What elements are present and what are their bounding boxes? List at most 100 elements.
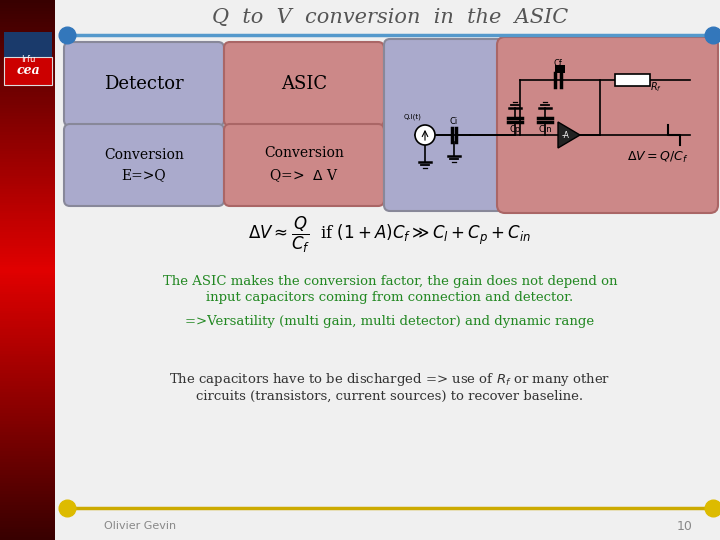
Bar — [0, 402, 55, 405]
Text: Cf: Cf — [554, 59, 562, 68]
Bar — [0, 410, 55, 413]
Bar — [4, 57, 52, 85]
Text: $\Delta V \approx \dfrac{Q}{C_f}$  if $(1+A)C_f \gg C_l + C_p + C_{in}$: $\Delta V \approx \dfrac{Q}{C_f}$ if $(1… — [248, 215, 531, 255]
Bar — [0, 288, 55, 292]
Bar — [0, 43, 55, 46]
Bar — [0, 70, 55, 73]
Bar — [0, 415, 55, 418]
Bar — [0, 431, 55, 435]
Bar — [0, 531, 55, 535]
Text: Olivier Gevin: Olivier Gevin — [104, 521, 176, 531]
Bar — [0, 348, 55, 351]
Bar — [0, 494, 55, 497]
Bar — [0, 377, 55, 381]
Bar — [0, 86, 55, 89]
Bar — [0, 375, 55, 378]
Bar — [0, 191, 55, 194]
Text: Q.I(t): Q.I(t) — [404, 113, 422, 119]
Bar — [0, 302, 55, 305]
Bar — [0, 89, 55, 92]
Bar — [0, 183, 55, 186]
Bar — [0, 521, 55, 524]
Bar — [0, 445, 55, 448]
Bar — [0, 161, 55, 165]
Bar — [0, 213, 55, 216]
Bar — [0, 224, 55, 227]
Bar — [0, 199, 55, 202]
Bar — [0, 80, 55, 84]
Bar — [0, 237, 55, 240]
Bar — [0, 256, 55, 259]
Bar — [0, 172, 55, 176]
Bar — [0, 13, 55, 16]
Bar — [0, 394, 55, 397]
Bar — [0, 215, 55, 219]
Bar — [0, 345, 55, 348]
Text: Irfu: Irfu — [21, 56, 35, 64]
Bar — [0, 137, 55, 140]
Text: The capacitors have to be discharged => use of $R_f$ or many other: The capacitors have to be discharged => … — [169, 372, 611, 388]
Text: =>Versatility (multi gain, multi detector) and dynamic range: =>Versatility (multi gain, multi detecto… — [186, 315, 595, 328]
Bar — [0, 334, 55, 338]
Text: Q  to  V  conversion  in  the  ASIC: Q to V conversion in the ASIC — [212, 9, 568, 28]
Bar — [0, 110, 55, 113]
Bar — [0, 380, 55, 383]
Bar — [0, 151, 55, 154]
Bar — [0, 129, 55, 132]
Bar — [0, 469, 55, 472]
Text: cea: cea — [16, 64, 40, 78]
Bar — [0, 51, 55, 54]
Bar — [0, 164, 55, 167]
Bar — [0, 178, 55, 181]
Bar — [0, 0, 55, 3]
Bar — [0, 423, 55, 427]
Bar — [0, 2, 55, 5]
Bar — [0, 323, 55, 327]
Bar — [0, 221, 55, 224]
Bar — [0, 467, 55, 470]
Bar — [0, 261, 55, 265]
Bar — [615, 74, 650, 86]
Text: Conversion
E=>Q: Conversion E=>Q — [104, 148, 184, 182]
Bar — [0, 26, 55, 30]
Bar — [0, 62, 55, 65]
Bar — [0, 421, 55, 424]
Text: Detector: Detector — [104, 75, 184, 93]
Bar — [0, 337, 55, 340]
Bar — [0, 434, 55, 437]
Bar — [0, 353, 55, 356]
Bar — [0, 56, 55, 59]
Bar — [0, 143, 55, 146]
Bar — [0, 321, 55, 324]
Bar — [0, 472, 55, 475]
Bar — [0, 491, 55, 494]
Bar — [0, 72, 55, 76]
Bar — [0, 132, 55, 135]
Bar — [0, 126, 55, 130]
Bar — [0, 515, 55, 518]
Bar — [0, 461, 55, 464]
Polygon shape — [558, 122, 580, 148]
Bar — [0, 8, 55, 11]
Bar — [0, 40, 55, 43]
Bar — [0, 234, 55, 238]
Bar — [0, 529, 55, 532]
Bar — [0, 315, 55, 319]
Bar — [0, 248, 55, 251]
Circle shape — [415, 125, 435, 145]
Bar — [0, 367, 55, 370]
Bar — [0, 280, 55, 284]
Bar — [0, 475, 55, 478]
Bar — [0, 504, 55, 508]
FancyBboxPatch shape — [64, 124, 224, 206]
Text: The ASIC makes the conversion factor, the gain does not depend on: The ASIC makes the conversion factor, th… — [163, 275, 617, 288]
Bar — [0, 10, 55, 14]
Bar — [0, 218, 55, 221]
Bar — [0, 388, 55, 392]
Bar — [0, 264, 55, 267]
Bar — [0, 294, 55, 297]
FancyBboxPatch shape — [224, 124, 384, 206]
Bar — [0, 97, 55, 100]
Bar — [0, 188, 55, 192]
Text: Conversion
Q=>  $\Delta$ V: Conversion Q=> $\Delta$ V — [264, 146, 344, 184]
